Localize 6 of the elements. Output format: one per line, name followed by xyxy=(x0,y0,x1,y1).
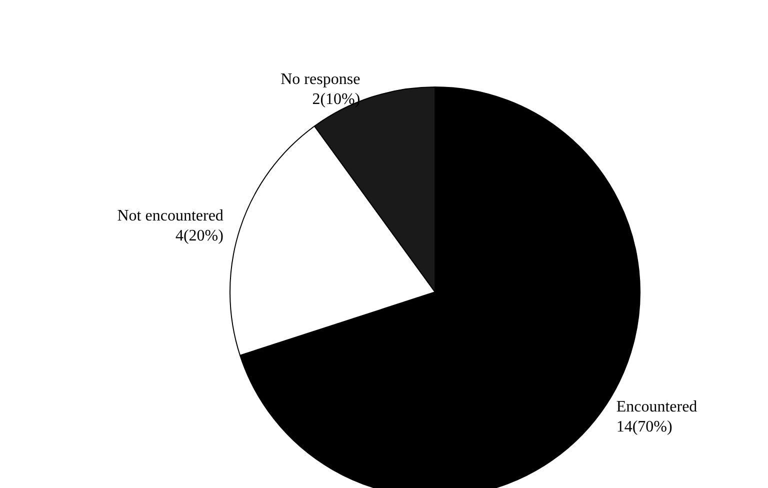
slice-label: Not encountered xyxy=(117,208,224,225)
data-label: 4(20%) xyxy=(175,228,224,245)
data-label: 2(10%) xyxy=(312,90,360,108)
slice-label: No response xyxy=(280,70,360,88)
slice-label: Encountered xyxy=(616,398,698,416)
data-label: 14(70%) xyxy=(616,418,672,436)
